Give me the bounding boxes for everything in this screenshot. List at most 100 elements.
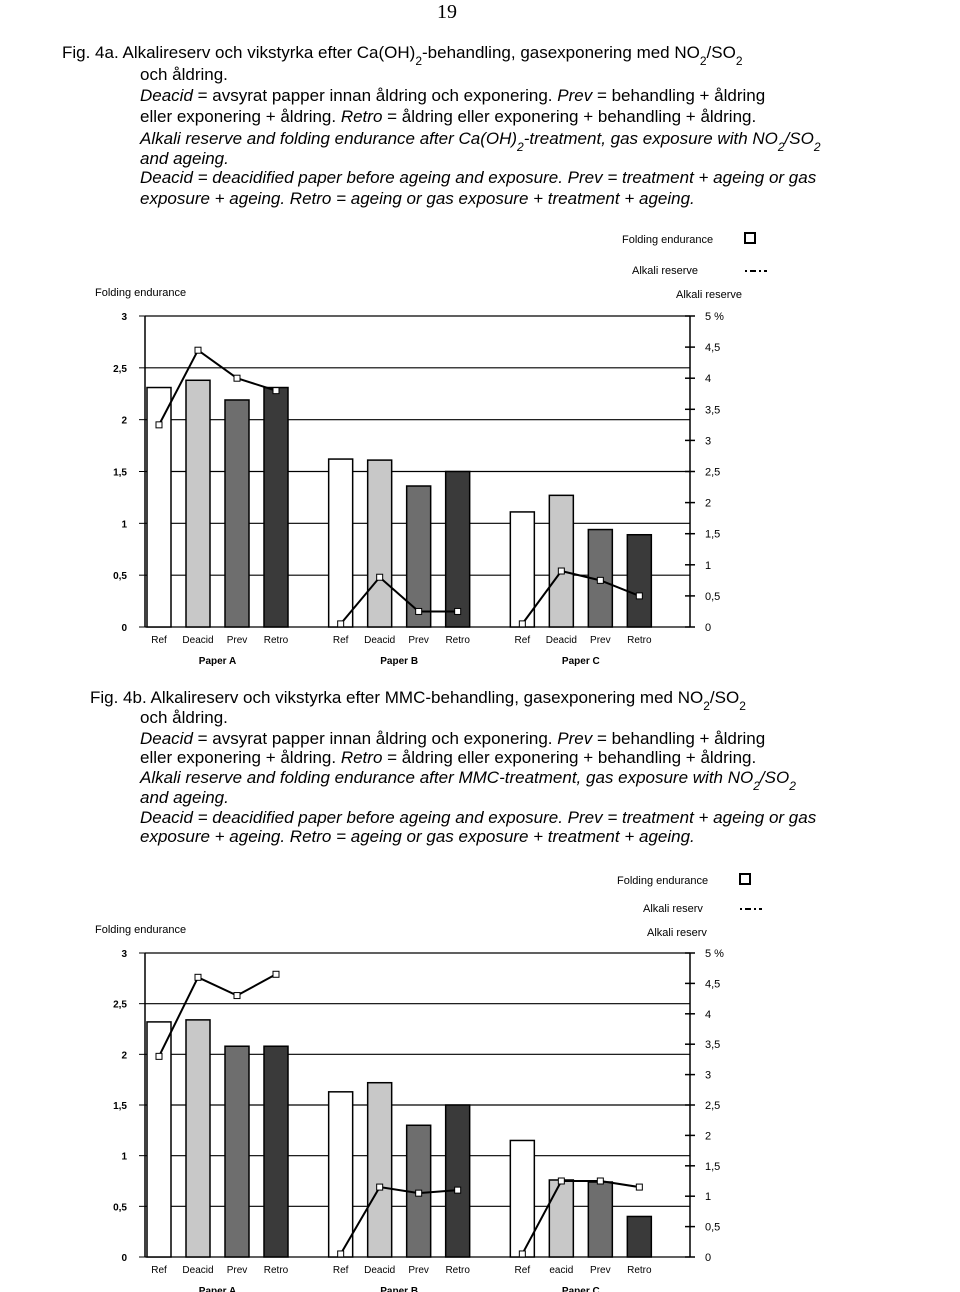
caption-text: eller exponering + åldring.: [140, 748, 341, 767]
y-tick-label: 1,5: [113, 1101, 127, 1112]
y2-tick-label: 0: [705, 1252, 711, 1264]
y2-tick-label: 4,5: [705, 978, 720, 990]
y2-tick-label: 4,5: [705, 342, 720, 354]
y2-tick-label: 1,5: [705, 1161, 720, 1173]
alkali-point: [415, 1189, 423, 1197]
caption-text: -behandling, gasexponering med NO: [422, 43, 700, 62]
x-tick-label: Ref: [515, 635, 531, 646]
caption-italic: Deacid: [140, 86, 193, 105]
caption-text: och åldring.: [140, 708, 228, 727]
caption-text: and ageing.: [140, 788, 229, 807]
bar: [185, 1019, 211, 1258]
y-axis-title: Folding endurance: [95, 924, 186, 936]
subscript: 2: [739, 699, 746, 713]
alkali-point: [557, 1177, 565, 1185]
y-tick-label: 2: [121, 416, 127, 427]
y2-tick-label: 1: [705, 1191, 711, 1203]
bar: [444, 470, 471, 628]
y2-tick-label: 3: [705, 1070, 711, 1082]
subscript: 2: [700, 54, 707, 68]
legend-label: Folding endurance: [617, 875, 708, 887]
y2-tick-label: 4: [705, 1009, 711, 1021]
x-tick-label: Retro: [445, 1265, 470, 1276]
group-label: Paper B: [380, 656, 418, 667]
subscript: 2: [516, 140, 524, 154]
caption-text: exposure + ageing. Retro = ageing or gas…: [140, 189, 695, 208]
bar: [327, 1091, 354, 1258]
alkali-point: [194, 346, 202, 354]
x-tick-label: Prev: [590, 635, 611, 646]
caption-text: -treatment, gas exposure with NO: [524, 129, 778, 148]
caption-text: Fig. 4a. Alkalireserv och vikstyrka efte…: [62, 43, 415, 62]
bar: [548, 494, 575, 628]
alkali-point: [635, 1183, 643, 1191]
bar: [146, 1021, 172, 1258]
bar: [548, 1179, 575, 1258]
y-tick-label: 0,5: [113, 1202, 127, 1213]
subscript: 2: [752, 779, 760, 793]
alkali-line: [521, 1180, 640, 1255]
group-label: Paper C: [562, 656, 600, 667]
x-tick-label: Retro: [264, 1265, 289, 1276]
y2-tick-label: 2: [705, 1130, 711, 1142]
caption-line: Alkali reserve and folding endurance aft…: [139, 768, 796, 793]
x-tick-label: Ref: [151, 1265, 167, 1276]
group-label: Paper A: [199, 1286, 236, 1292]
caption-text: Deacid = deacidified paper before ageing…: [140, 168, 817, 187]
group-label: Paper B: [380, 1286, 418, 1292]
subscript: 2: [415, 54, 422, 68]
x-tick-label: Retro: [627, 1265, 652, 1276]
y-tick-label: 2,5: [113, 364, 127, 375]
alkali-point: [518, 1250, 526, 1258]
x-tick-label: Deacid: [364, 635, 395, 646]
caption-text: Alkali reserve and folding endurance aft…: [139, 768, 753, 787]
bar: [224, 1045, 250, 1258]
bar: [587, 1181, 614, 1258]
alkali-point: [155, 1052, 163, 1060]
x-tick-label: Deacid: [546, 635, 577, 646]
subscript: 2: [788, 779, 796, 793]
subscript: 2: [736, 54, 743, 68]
caption-line: eller exponering + åldring. Retro = åldr…: [140, 107, 756, 126]
bar: [327, 458, 354, 628]
x-tick-label: Ref: [333, 1265, 349, 1276]
caption-text: /SO: [710, 688, 739, 707]
y2-axis-title: Alkali reserv: [647, 927, 707, 939]
caption-text: = behandling + åldring: [592, 729, 765, 748]
caption-line: and ageing.: [140, 788, 229, 807]
x-tick-label: Prev: [227, 635, 248, 646]
bar: [509, 511, 536, 628]
y-axis-title: Folding endurance: [95, 287, 186, 299]
y-tick-label: 0,5: [113, 571, 127, 582]
y2-tick-label: 1,5: [705, 529, 720, 541]
alkali-point: [415, 607, 423, 615]
caption-line: exposure + ageing. Retro = ageing or gas…: [140, 827, 695, 846]
subscript: 2: [703, 699, 710, 713]
x-tick-label: Prev: [590, 1265, 611, 1276]
caption-line: and ageing.: [140, 149, 229, 168]
legend-label: Folding endurance: [622, 234, 713, 246]
caption-italic: Retro: [341, 748, 383, 767]
caption-text: och åldring.: [140, 65, 228, 84]
bar: [224, 399, 250, 628]
alkali-line: [339, 1185, 458, 1255]
caption-text: and ageing.: [140, 149, 229, 168]
caption-text: = avsyrat papper innan åldring och expon…: [193, 86, 557, 105]
caption-italic: Prev: [557, 729, 593, 748]
y2-tick-label: 5 %: [705, 948, 724, 960]
x-tick-label: Retro: [445, 635, 470, 646]
y2-tick-label: 1: [705, 560, 711, 572]
x-tick-label: Ref: [151, 635, 167, 646]
bar: [626, 533, 653, 628]
subscript: 2: [813, 140, 821, 154]
alkali-point: [596, 1177, 604, 1185]
y-tick-label: 3: [121, 949, 127, 960]
x-tick-label: Deacid: [364, 1265, 395, 1276]
legend-label: Alkali reserv: [643, 903, 703, 915]
y-tick-label: 2,5: [113, 1000, 127, 1011]
y-tick-label: 3: [121, 312, 127, 323]
y2-axis-title: Alkali reserve: [676, 289, 742, 301]
caption-text: = åldring eller exponering + behandling …: [382, 107, 756, 126]
page-number: 19: [437, 1, 457, 23]
caption-text: = behandling + åldring: [592, 86, 765, 105]
